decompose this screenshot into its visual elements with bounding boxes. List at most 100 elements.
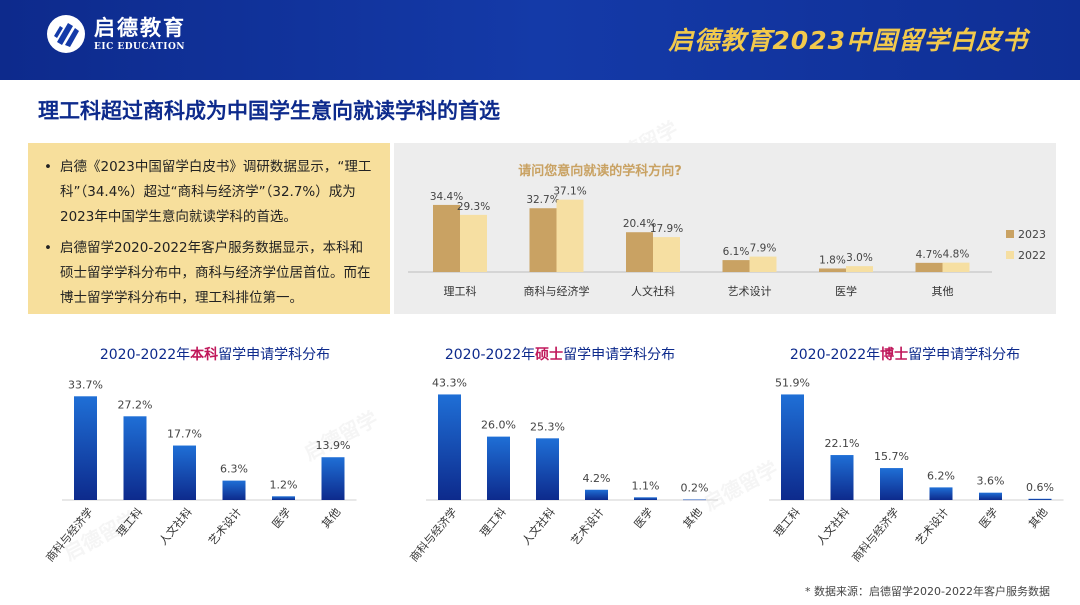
- brand-logo: 启德教育 EIC EDUCATION: [46, 14, 186, 54]
- bachelor-data-label: 33.7%: [68, 378, 103, 391]
- phd-chart-title: 2020-2022年博士留学申请学科分布: [760, 344, 1050, 364]
- master-data-label: 26.0%: [481, 419, 516, 432]
- survey-bar-2023: [819, 268, 846, 272]
- master-bar: [585, 489, 608, 500]
- master-category-label: 其他: [681, 506, 705, 531]
- bachelor-data-label: 13.9%: [316, 439, 351, 452]
- phd-category-label: 艺术设计: [913, 506, 951, 548]
- survey-data-label: 4.7%: [916, 249, 943, 261]
- bachelor-data-label: 17.7%: [167, 428, 202, 441]
- data-source-footnote: * 数据来源：启德留学2020-2022年客户服务数据: [805, 585, 1050, 598]
- survey-data-label: 29.3%: [457, 201, 490, 213]
- master-category-label: 医学: [631, 505, 656, 531]
- legend-swatch-2023: [1006, 230, 1014, 238]
- survey-bar-2022: [653, 237, 680, 272]
- master-data-label: 25.3%: [530, 420, 565, 433]
- bachelor-bar: [123, 416, 147, 500]
- survey-data-label: 3.0%: [846, 252, 873, 264]
- master-data-label: 0.2%: [681, 482, 709, 495]
- master-category-label: 商科与经济学: [407, 505, 460, 565]
- survey-bar-2022: [460, 214, 487, 272]
- master-data-label: 1.1%: [632, 479, 660, 492]
- survey-data-label: 32.7%: [526, 194, 559, 206]
- bachelor-bar: [321, 457, 345, 500]
- master-data-label: 43.3%: [432, 376, 467, 389]
- page-title: 理工科超过商科成为中国学生意向就读学科的首选: [38, 99, 500, 123]
- logo-mark-icon: [47, 15, 85, 53]
- title-highlight: 本科: [190, 347, 219, 363]
- bachelor-bar: [74, 396, 97, 500]
- title-highlight: 博士: [880, 347, 909, 363]
- title-highlight: 硕士: [535, 347, 564, 363]
- logo-cn-text: 启德教育: [94, 16, 186, 40]
- survey-category-label: 其他: [932, 285, 954, 298]
- master-bar: [683, 499, 706, 501]
- phd-bar: [781, 394, 804, 500]
- bachelor-chart-title: 2020-2022年本科留学申请学科分布: [70, 344, 360, 364]
- survey-category-label: 艺术设计: [728, 285, 772, 298]
- bachelor-category-label: 医学: [269, 505, 294, 531]
- header-bar: 启德教育 EIC EDUCATION 启德教育2023中国留学白皮书: [0, 0, 1080, 80]
- info-bullet: • 启德留学2020-2022年客户服务数据显示，本科和硕士留学学科分布中，商科…: [44, 236, 376, 311]
- survey-data-label: 34.4%: [430, 191, 463, 203]
- phd-bar: [830, 455, 854, 500]
- survey-category-label: 理工科: [444, 284, 477, 298]
- survey-bar-2022: [556, 199, 584, 272]
- survey-data-label: 1.8%: [819, 254, 846, 266]
- master-category-label: 人文社科: [519, 505, 558, 548]
- report-title: 启德教育2023中国留学白皮书: [668, 26, 1028, 55]
- phd-category-label: 其他: [1026, 506, 1050, 531]
- phd-category-label: 商科与经济学: [849, 505, 902, 565]
- master-bar: [536, 438, 559, 500]
- phd-category-label: 人文社科: [813, 505, 852, 548]
- info-bullet: • 启德《2023中国留学白皮书》调研数据显示，“理工科”（34.4%）超过“商…: [44, 155, 376, 230]
- bachelor-bar: [272, 496, 295, 500]
- bachelor-category-label: 理工科: [113, 505, 145, 539]
- legend-label: 2023: [1018, 228, 1046, 241]
- phd-data-label: 51.9%: [775, 376, 810, 389]
- phd-data-label: 22.1%: [825, 437, 860, 450]
- survey-chart-panel: [394, 143, 1056, 314]
- master-bar: [438, 394, 461, 500]
- survey-bar-2023: [433, 204, 460, 272]
- bachelor-bar: [173, 445, 196, 500]
- survey-bar-2023: [722, 260, 750, 272]
- master-bar: [634, 497, 657, 500]
- phd-bar: [1028, 498, 1052, 500]
- survey-bar-2023: [529, 208, 557, 272]
- legend-label: 2022: [1018, 249, 1046, 262]
- phd-data-label: 3.6%: [977, 475, 1005, 488]
- title-suffix: 留学申请学科分布: [218, 347, 331, 363]
- survey-data-label: 20.4%: [623, 218, 656, 230]
- bachelor-category-label: 商科与经济学: [43, 505, 96, 565]
- bachelor-bar: [222, 480, 246, 500]
- bachelor-category-label: 人文社科: [156, 505, 195, 548]
- master-chart-title: 2020-2022年硕士留学申请学科分布: [415, 344, 705, 364]
- legend-swatch-2022: [1006, 251, 1014, 259]
- survey-chart-title: 请问您意向就读的学科方向?: [518, 163, 682, 179]
- phd-bar: [880, 468, 903, 500]
- phd-category-label: 医学: [976, 505, 1001, 531]
- phd-category-label: 理工科: [771, 505, 803, 539]
- master-bar: [487, 436, 510, 500]
- logo-en-text: EIC EDUCATION: [94, 42, 186, 52]
- survey-bar-2022: [846, 266, 873, 272]
- survey-bar-2023: [626, 232, 653, 272]
- bachelor-data-label: 1.2%: [270, 478, 298, 491]
- survey-bar-2022: [942, 262, 970, 272]
- bachelor-data-label: 6.3%: [220, 463, 248, 476]
- survey-data-label: 6.1%: [723, 246, 750, 258]
- bachelor-data-label: 27.2%: [118, 398, 153, 411]
- phd-data-label: 6.2%: [927, 469, 955, 482]
- bullet-dot-icon: •: [44, 240, 52, 256]
- master-category-label: 理工科: [477, 505, 509, 539]
- survey-data-label: 37.1%: [553, 186, 586, 198]
- phd-bar: [929, 487, 953, 500]
- master-category-label: 艺术设计: [569, 506, 607, 548]
- survey-data-label: 17.9%: [650, 223, 683, 235]
- master-data-label: 4.2%: [583, 472, 611, 485]
- phd-data-label: 0.6%: [1026, 481, 1054, 494]
- survey-data-label: 7.9%: [750, 243, 777, 255]
- survey-category-label: 人文社科: [631, 284, 675, 298]
